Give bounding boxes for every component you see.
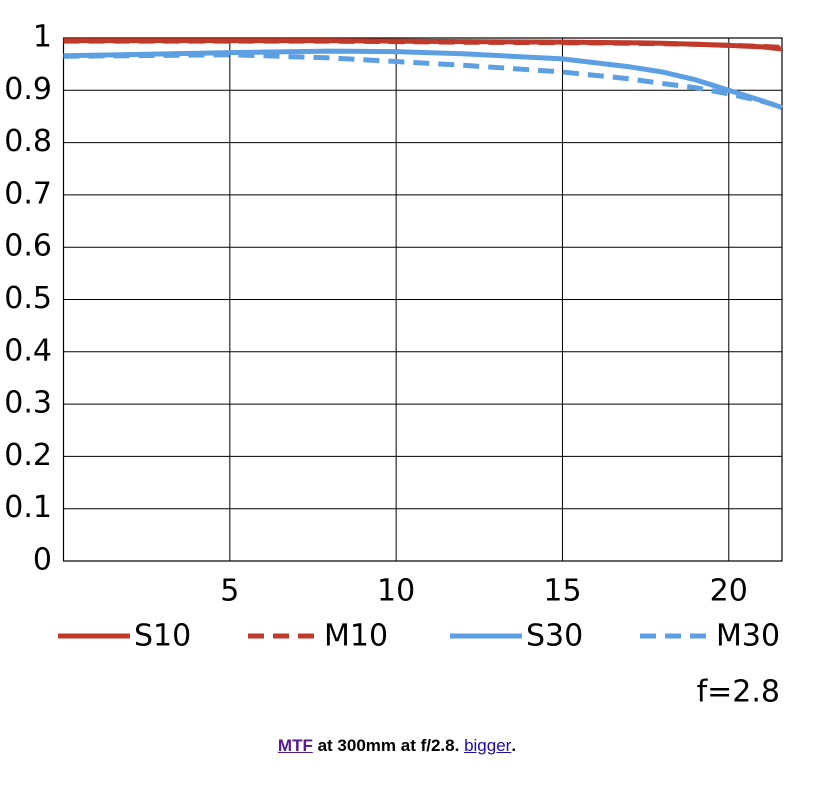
- y-tick-label: 0.6: [4, 229, 52, 264]
- y-tick-label: 0.9: [4, 72, 52, 107]
- y-tick-label: 1: [33, 20, 52, 55]
- y-tick-label: 0.8: [4, 124, 52, 159]
- bigger-link[interactable]: bigger: [464, 736, 512, 755]
- series-line: [63, 38, 783, 50]
- y-tick-label: 0.2: [4, 438, 52, 473]
- x-tick-label: 15: [543, 574, 581, 609]
- y-tick-label: 0: [33, 543, 52, 578]
- caption: MTF at 300mm at f/2.8. bigger.: [0, 736, 794, 756]
- y-tick-label: 0.3: [4, 386, 52, 421]
- x-tick-label: 20: [710, 574, 748, 609]
- x-tick-label: 5: [220, 574, 239, 609]
- series-line: [63, 48, 783, 110]
- x-tick-label: 10: [377, 574, 415, 609]
- legend-label: M10: [324, 619, 388, 654]
- y-tick-label: 0.5: [4, 281, 52, 316]
- legend-label: S10: [134, 619, 191, 654]
- y-tick-label: 0.7: [4, 176, 52, 211]
- caption-end: .: [511, 736, 517, 755]
- mtf-link[interactable]: MTF: [277, 736, 313, 755]
- series-line: [63, 52, 783, 110]
- y-tick-label: 0.1: [4, 490, 52, 525]
- legend-label: M30: [716, 619, 780, 654]
- annotation: f=2.8: [697, 675, 780, 710]
- caption-text: at 300mm at f/2.8.: [317, 736, 460, 755]
- legend-label: S30: [526, 619, 583, 654]
- y-tick-label: 0.4: [4, 333, 52, 368]
- chart: f=2.8 00.10.20.30.40.50.60.70.80.915 10 15…: [4, 20, 783, 710]
